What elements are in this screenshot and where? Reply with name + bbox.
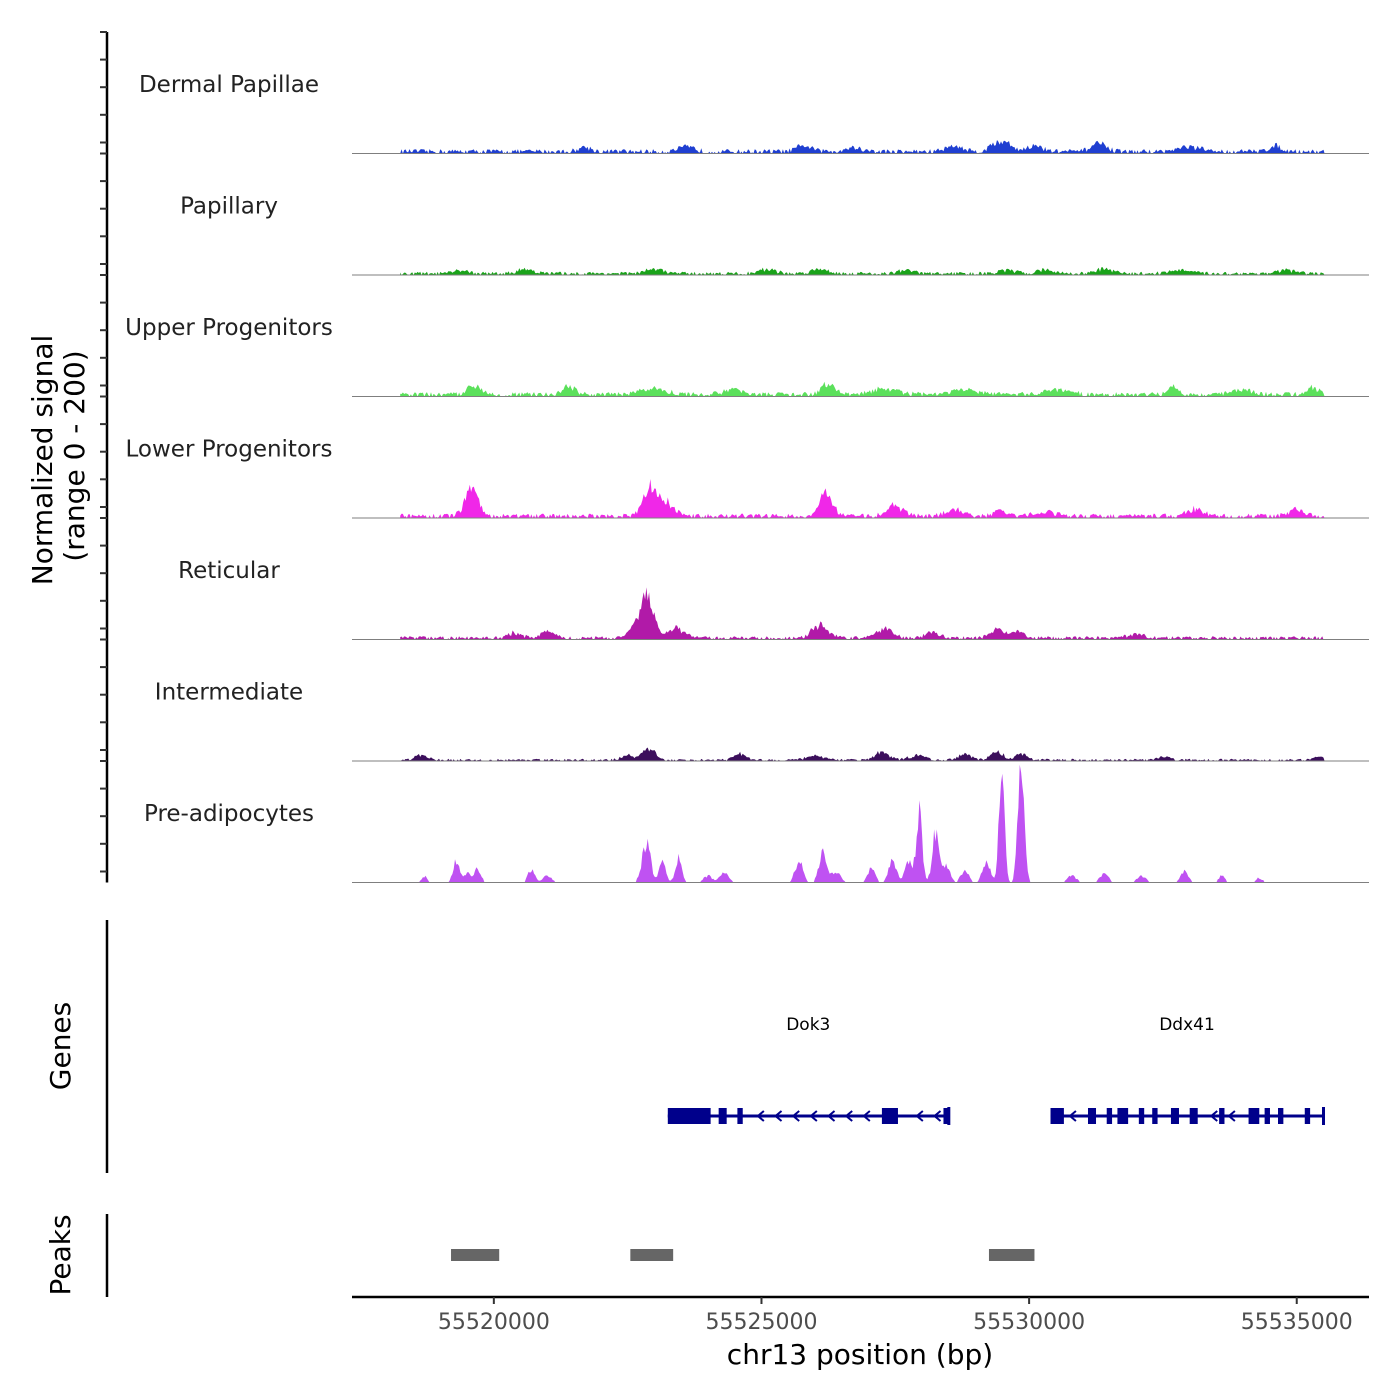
- coverage-area-lower-progenitors: [400, 479, 1325, 518]
- strand-arrow-icon: [791, 1110, 800, 1122]
- track-label-lower-progenitors: Lower Progenitors: [126, 437, 333, 463]
- gene-exon: [1170, 1108, 1179, 1124]
- track-reticular: Reticular: [178, 558, 1369, 640]
- gene-exon: [1152, 1108, 1158, 1124]
- coverage-area-upper-progenitors: [400, 381, 1325, 397]
- track-dermal-papillae: Dermal Papillae: [139, 72, 1369, 154]
- track-papillary: Papillary: [180, 194, 1369, 276]
- gene-ddx41: Ddx41: [1050, 1015, 1326, 1125]
- y-axis-title: Normalized signal: [26, 335, 59, 586]
- peaks-panel-label: Peaks: [44, 1214, 77, 1295]
- gene-exon: [1304, 1108, 1311, 1124]
- gene-exon: [881, 1108, 898, 1124]
- x-tick-label: 55525000: [705, 1310, 817, 1335]
- track-label-pre-adipocytes: Pre-adipocytes: [144, 801, 314, 827]
- track-label-intermediate: Intermediate: [155, 680, 303, 706]
- strand-arrow-icon: [809, 1110, 818, 1122]
- coverage-area-pre-adipocytes: [400, 764, 1325, 883]
- peak-region: [988, 1249, 1035, 1261]
- strand-arrow-icon: [932, 1110, 942, 1122]
- strand-arrow-icon: [915, 1110, 924, 1122]
- strand-arrow-icon: [1068, 1110, 1077, 1122]
- track-label-upper-progenitors: Upper Progenitors: [125, 315, 333, 341]
- gene-exon: [1278, 1108, 1284, 1124]
- peak-region: [451, 1249, 500, 1261]
- x-axis-title: chr13 position (bp): [727, 1338, 993, 1371]
- coverage-area-dermal-papillae: [400, 140, 1325, 154]
- gene-label-dok3: Dok3: [786, 1015, 830, 1035]
- strand-arrow-icon: [862, 1110, 871, 1122]
- genes-panel-label: Genes: [44, 1002, 77, 1090]
- gene-exon: [1189, 1108, 1198, 1124]
- gene-exon: [943, 1108, 949, 1124]
- coverage-area-papillary: [400, 267, 1325, 275]
- gene-exon: [1248, 1108, 1260, 1124]
- coverage-y-axis: [100, 31, 109, 883]
- gene-exon: [1138, 1108, 1145, 1124]
- gene-exon: [1264, 1108, 1270, 1124]
- y-axis-range-label: (range 0 - 200): [58, 350, 91, 561]
- strand-arrow-icon: [826, 1110, 836, 1122]
- peak-region: [630, 1249, 674, 1261]
- coverage-area-reticular: [400, 587, 1325, 640]
- gene-track: Dok3 Ddx41: [667, 1015, 1326, 1125]
- gene-exon: [1106, 1108, 1113, 1124]
- track-upper-progenitors: Upper Progenitors: [125, 315, 1369, 397]
- gene-exon: [1050, 1108, 1064, 1124]
- x-tick-label: 55520000: [438, 1310, 550, 1335]
- strand-arrow-icon: [844, 1110, 853, 1122]
- track-lower-progenitors: Lower Progenitors: [126, 437, 1369, 519]
- gene-exon: [718, 1108, 727, 1124]
- gene-exon: [1117, 1108, 1129, 1124]
- gene-exon: [667, 1108, 711, 1124]
- strand-arrow-icon: [1209, 1110, 1218, 1122]
- track-label-reticular: Reticular: [178, 558, 280, 584]
- gene-dok3: Dok3: [667, 1015, 951, 1125]
- track-pre-adipocytes: Pre-adipocytes: [144, 764, 1369, 883]
- peak-track: [451, 1249, 1035, 1261]
- track-intermediate: Intermediate: [155, 680, 1369, 762]
- coverage-tracks: Dermal Papillae Papillary Upper Progenitor…: [125, 72, 1369, 883]
- gene-exon: [1087, 1108, 1097, 1124]
- gene-exon: [737, 1108, 743, 1124]
- strand-arrow-icon: [1227, 1110, 1236, 1122]
- track-label-papillary: Papillary: [180, 194, 278, 220]
- gene-label-ddx41: Ddx41: [1159, 1015, 1215, 1035]
- x-tick-label: 55530000: [973, 1310, 1085, 1335]
- gene-exon: [1219, 1108, 1225, 1124]
- track-label-dermal-papillae: Dermal Papillae: [139, 72, 319, 98]
- x-axis-ticks: 55520000 55525000 55530000 55535000: [438, 1297, 1353, 1335]
- strand-arrow-icon: [756, 1110, 765, 1122]
- coverage-area-intermediate: [400, 747, 1325, 761]
- x-tick-label: 55535000: [1241, 1310, 1353, 1335]
- strand-arrow-icon: [773, 1110, 783, 1122]
